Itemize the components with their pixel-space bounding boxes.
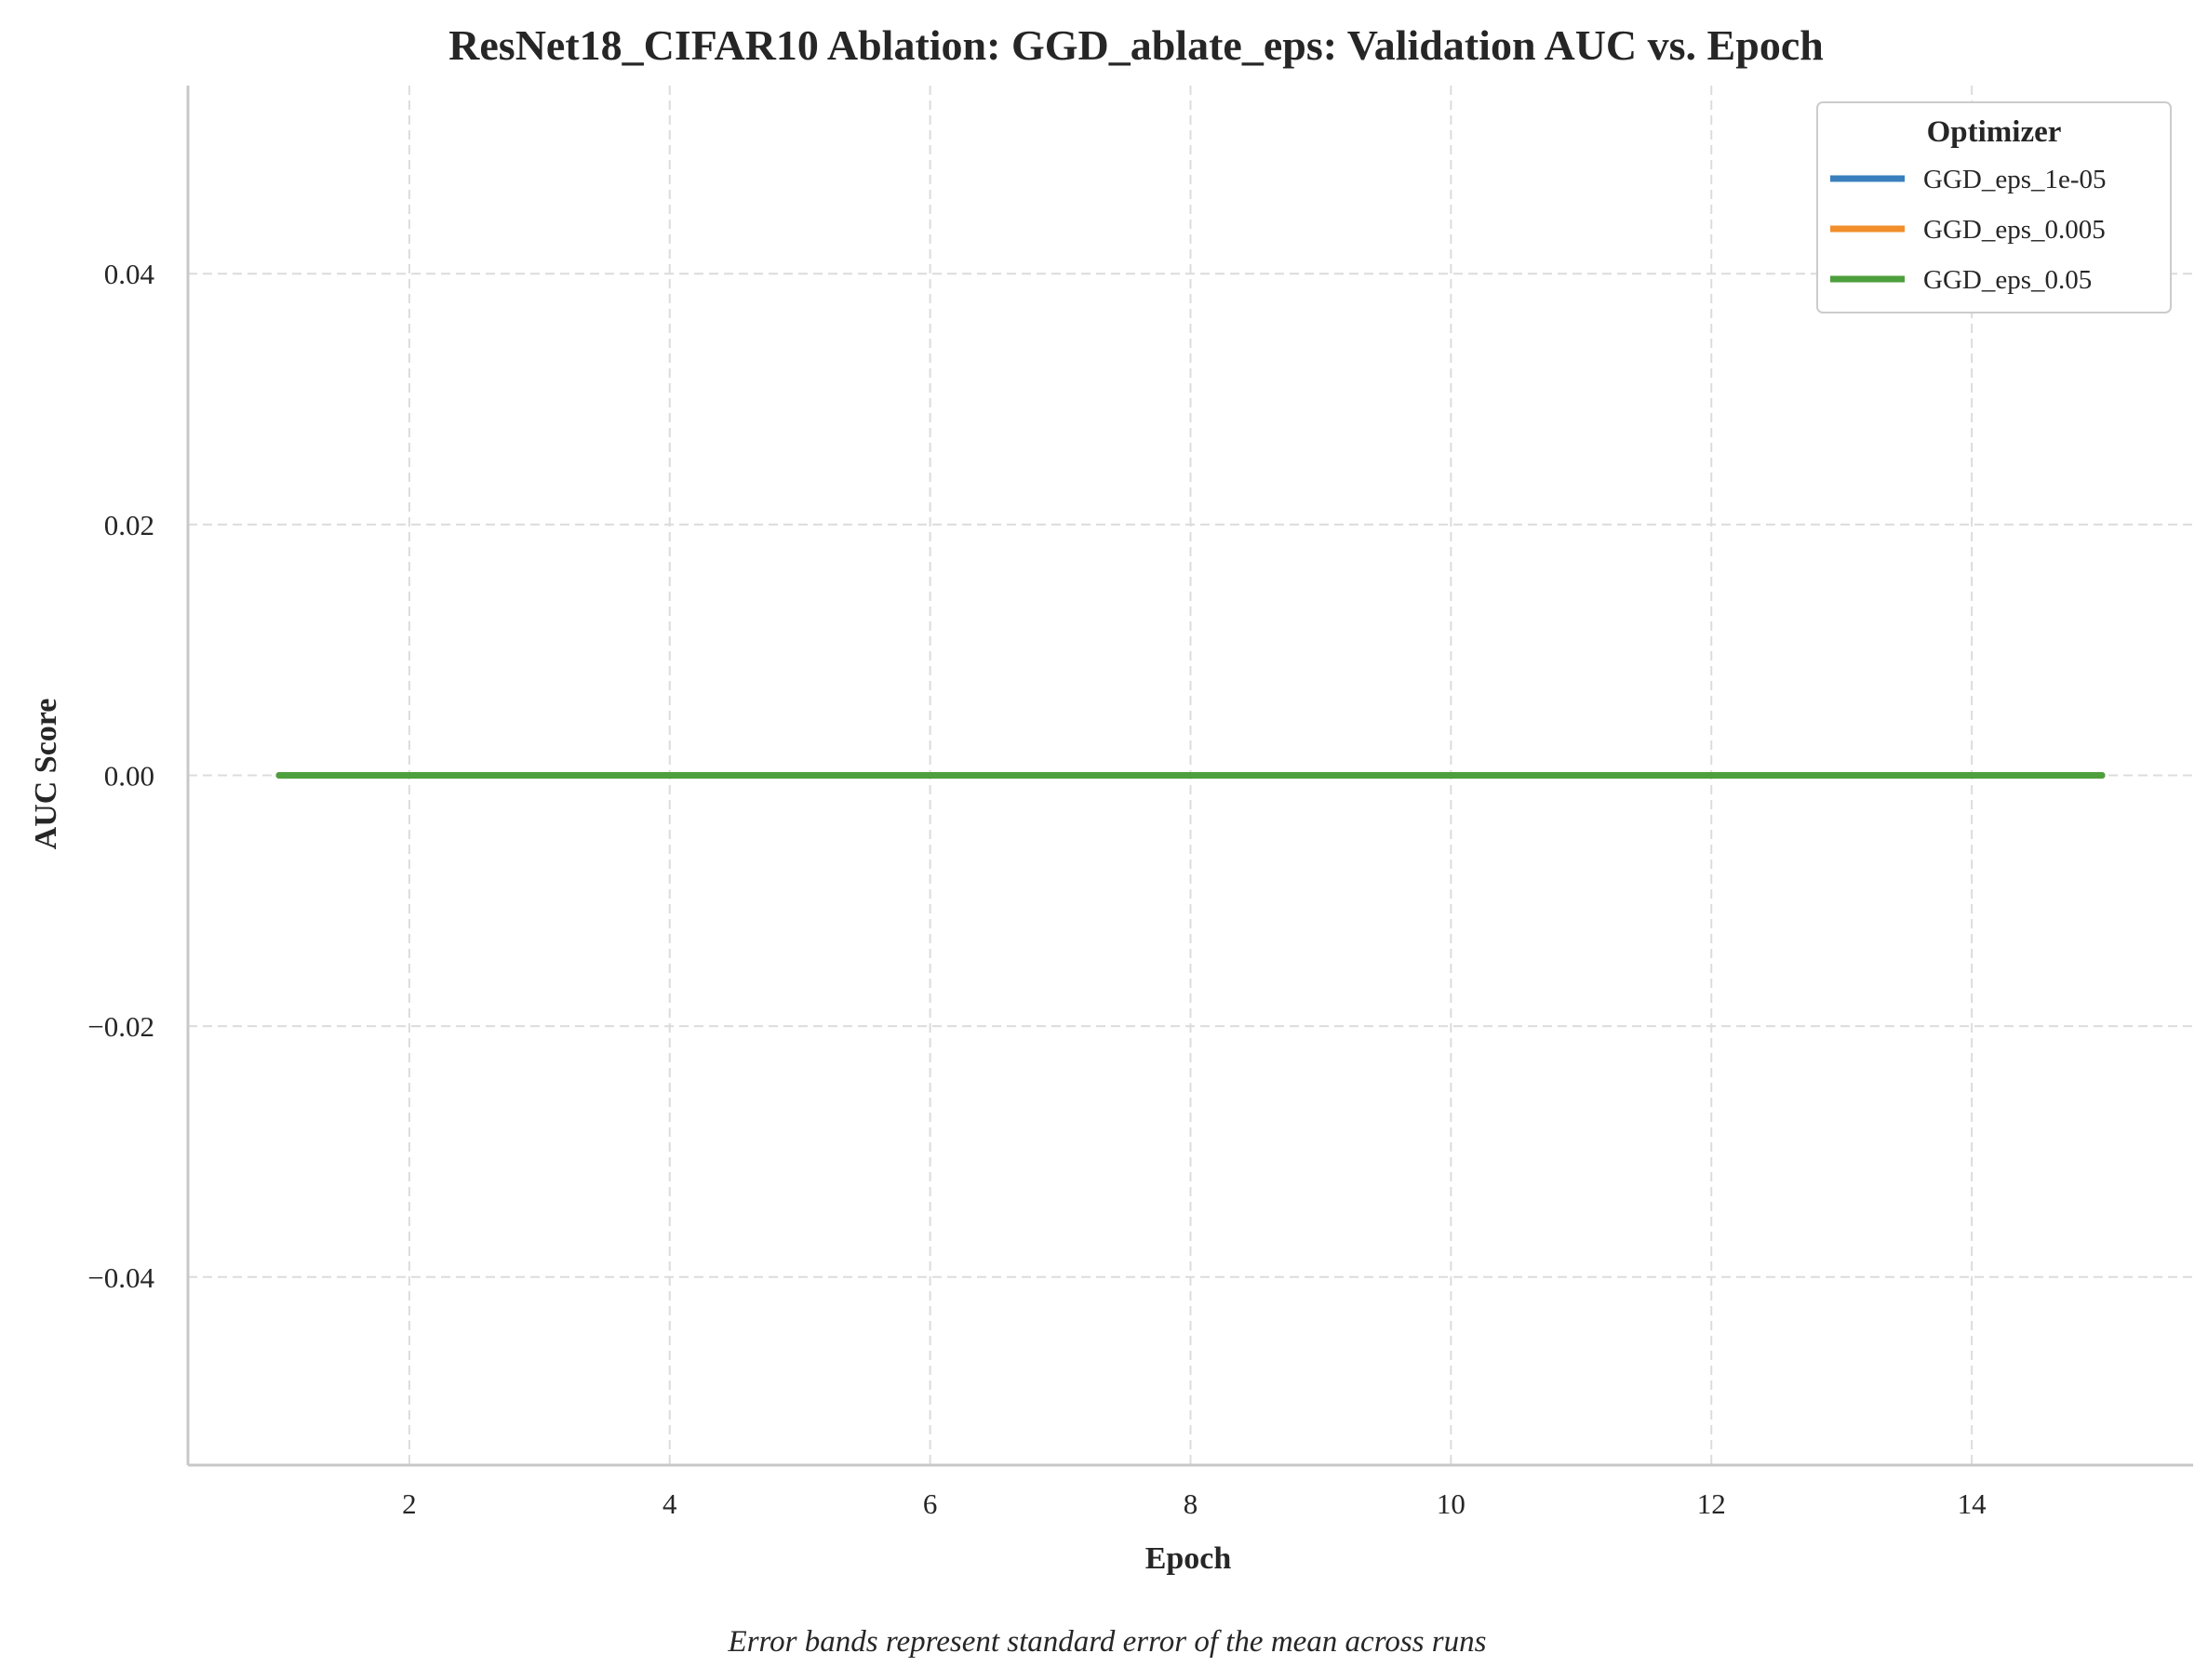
legend-title: Optimizer <box>1927 115 2062 149</box>
legend-label-1: GGD_eps_1e-05 <box>1923 165 2107 194</box>
y-tick-label: 0.04 <box>104 258 155 290</box>
y-tick-label: 0.00 <box>104 760 154 793</box>
x-tick-label: 2 <box>402 1487 417 1520</box>
x-tick-label: 4 <box>662 1487 677 1520</box>
legend: Optimizer GGD_eps_1e-05GGD_eps_0.005GGD_… <box>1816 101 2172 313</box>
y-axis-ticks: −0.04 −0.02 0.00 0.02 0.04 <box>87 258 154 1294</box>
x-tick-label: 12 <box>1697 1487 1726 1520</box>
x-tick-label: 8 <box>1184 1487 1198 1520</box>
x-tick-label: 10 <box>1437 1487 1465 1520</box>
y-tick-label: 0.02 <box>104 509 154 541</box>
legend-box <box>1816 101 2172 313</box>
x-tick-label: 6 <box>923 1487 938 1520</box>
x-tick-label: 14 <box>1958 1487 1987 1520</box>
y-tick-label: −0.02 <box>87 1010 154 1043</box>
legend-items: GGD_eps_1e-05 GGD_eps_0.005 GGD_eps_0.05 <box>1830 165 2107 295</box>
axes <box>186 86 2193 1467</box>
y-tick-label: −0.04 <box>87 1261 154 1294</box>
chart-title: ResNet18_CIFAR10 Ablation: GGD_ablate_ep… <box>448 21 1824 69</box>
x-axis-label: Epoch <box>1145 1541 1232 1576</box>
chart-caption: Error bands represent standard error of … <box>728 1625 1487 1659</box>
x-axis-ticks: 2 4 6 8 10 12 14 <box>402 1487 1987 1520</box>
legend-label-3: GGD_eps_0.05 <box>1923 265 2092 295</box>
legend-label-2: GGD_eps_0.005 <box>1923 215 2106 245</box>
y-axis-label: AUC Score <box>29 699 63 850</box>
